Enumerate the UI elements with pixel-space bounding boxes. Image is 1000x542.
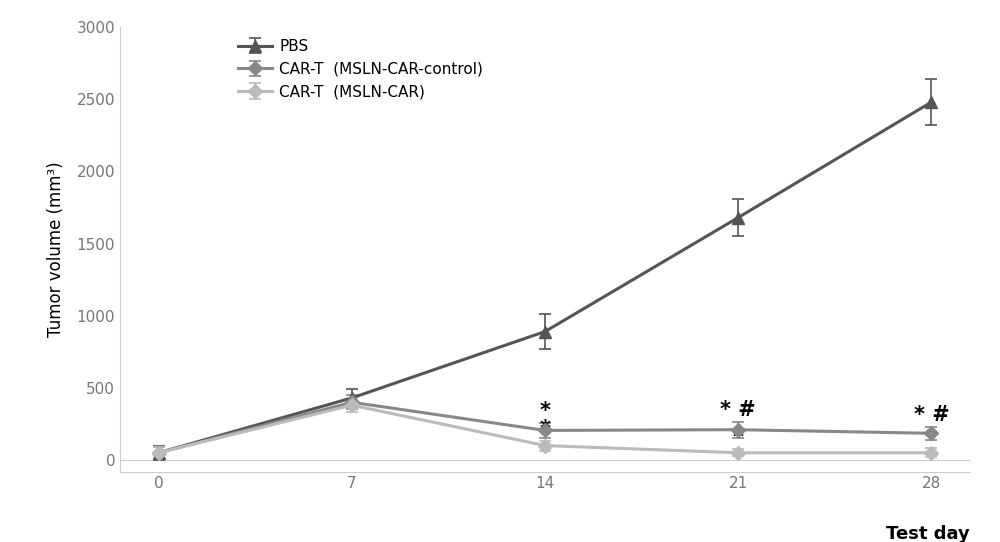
Text: * #: * # <box>720 401 756 420</box>
Text: Test day: Test day <box>886 525 970 542</box>
Text: *: * <box>926 428 937 448</box>
Text: *: * <box>540 419 550 439</box>
Y-axis label: Tumor volume (mm³): Tumor volume (mm³) <box>47 162 65 337</box>
Text: *: * <box>540 401 550 421</box>
Legend: PBS, CAR-T  (MSLN-CAR-control), CAR-T  (MSLN-CAR): PBS, CAR-T (MSLN-CAR-control), CAR-T (MS… <box>238 39 483 100</box>
Text: *: * <box>733 429 744 448</box>
Text: * #: * # <box>914 405 949 424</box>
